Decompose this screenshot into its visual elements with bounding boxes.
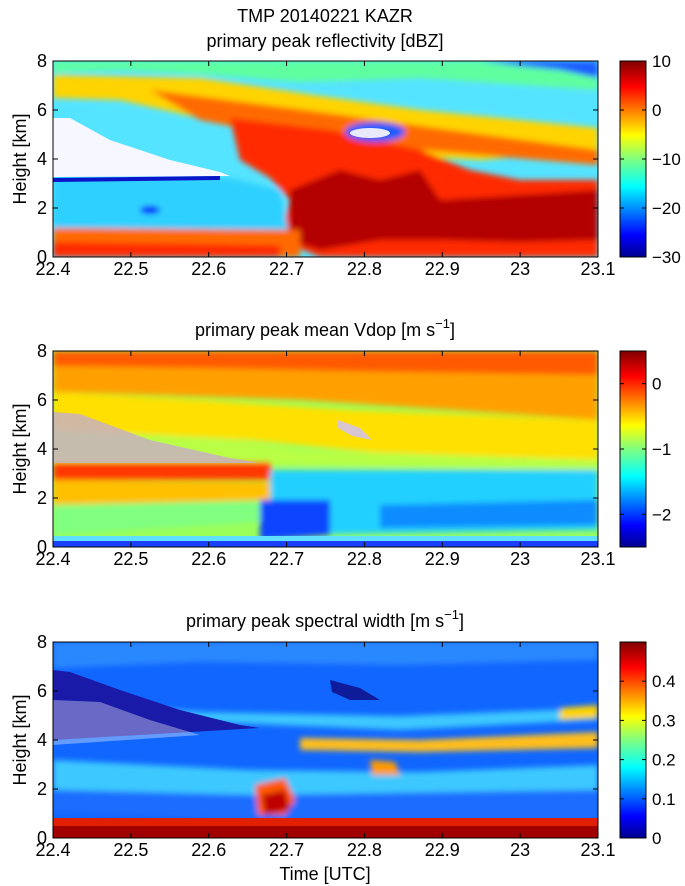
panel1-ylabel: Height [km] [10,113,30,204]
x-tick-label: 23 [510,259,530,279]
panel1-title: primary peak reflectivity [dBZ] [206,31,443,51]
y-tick-label: 0 [37,247,47,267]
colorbar-tick-label: 10 [652,52,671,71]
y-tick-label: 0 [37,828,47,848]
panel1-colorbar: 10 0 −10 −20 −30 [619,52,681,267]
x-tick-label: 22.8 [347,840,382,860]
panel1-y-axis: 0 2 4 6 8 [37,51,598,267]
y-tick-label: 2 [37,779,47,799]
colorbar-tick-label: 0 [652,375,661,394]
y-tick-label: 0 [37,537,47,557]
panel3-xlabel: Time [UTC] [279,864,370,884]
x-tick-label: 22.6 [191,549,226,569]
x-tick-label: 22.4 [35,259,70,279]
panel1-heatmap [53,61,598,257]
x-tick-label: 22.5 [113,840,148,860]
panel-vdop: primary peak mean Vdop [m s−1] 22.4 [10,316,671,569]
panel2-y-axis: 0 2 4 6 8 [37,341,598,557]
y-tick-label: 6 [37,681,47,701]
x-tick-label: 23 [510,549,530,569]
panel-reflectivity: primary peak reflectivity [dBZ] 2 [10,31,681,279]
x-tick-label: 22.7 [269,840,304,860]
panel3-ylabel: Height [km] [10,694,30,785]
y-tick-label: 6 [37,100,47,120]
y-tick-label: 6 [37,390,47,410]
y-tick-label: 4 [37,149,47,169]
colorbar-tick-label: −1 [652,440,671,459]
colorbar-tick-label: 0 [652,829,661,848]
panel1-x-axis: 22.4 22.5 22.6 22.7 22.8 22.9 23 23.1 [35,61,616,279]
x-tick-label: 22.6 [191,840,226,860]
x-tick-label: 22.5 [113,549,148,569]
colorbar-tick-label: −20 [652,199,681,218]
x-tick-label: 22.4 [35,840,70,860]
panel3-title: primary peak spectral width [m s−1] [186,607,464,631]
panel2-title-end: ] [450,320,455,340]
y-tick-label: 2 [37,198,47,218]
y-tick-label: 4 [37,730,47,750]
y-tick-label: 8 [37,51,47,71]
panel3-heatmap [53,642,598,838]
colorbar-tick-label: 0.2 [652,751,676,770]
panel2-title: primary peak mean Vdop [m s−1] [195,316,455,340]
panel1-colorbar-gradient [620,61,646,257]
colorbar-tick-label: 0.1 [652,790,676,809]
panel2-title-superscript: −1 [435,316,450,331]
y-tick-label: 4 [37,439,47,459]
panel3-title-end: ] [459,611,464,631]
y-tick-label: 8 [37,341,47,361]
panel3-x-axis: 22.4 22.5 22.6 22.7 22.8 22.9 23 23.1 [35,642,616,860]
panel-spectral-width: primary peak spectral width [m s−1] 2 [10,607,676,884]
x-tick-label: 22.7 [269,549,304,569]
colorbar-tick-label: 0.3 [652,711,676,730]
x-tick-label: 22.4 [35,549,70,569]
colorbar-tick-label: 0.4 [652,672,676,691]
x-tick-label: 23.1 [580,549,615,569]
x-tick-label: 22.9 [425,259,460,279]
panel2-title-main: primary peak mean Vdop [m s [195,320,435,340]
panel2-colorbar: 0 −1 −2 [619,350,671,548]
x-tick-label: 22.9 [425,549,460,569]
panel2-heatmap [53,351,598,547]
x-tick-label: 23.1 [580,259,615,279]
panel3-y-axis: 0 2 4 6 8 [37,632,598,848]
x-tick-label: 22.8 [347,549,382,569]
panel3-title-main: primary peak spectral width [m s [186,611,444,631]
colorbar-tick-label: −30 [652,248,681,267]
panel2-ylabel: Height [km] [10,403,30,494]
y-tick-label: 8 [37,632,47,652]
x-tick-label: 23.1 [580,840,615,860]
panel2-colorbar-gradient [620,351,646,547]
x-tick-label: 22.7 [269,259,304,279]
y-tick-label: 2 [37,488,47,508]
panel3-title-superscript: −1 [444,607,459,622]
x-tick-label: 22.8 [347,259,382,279]
x-tick-label: 22.9 [425,840,460,860]
panel3-colorbar-gradient [620,642,646,838]
x-tick-label: 22.6 [191,259,226,279]
colorbar-tick-label: −10 [652,150,681,169]
figure-suptitle: TMP 20140221 KAZR [237,6,413,26]
x-tick-label: 22.5 [113,259,148,279]
panel3-colorbar: 0.4 0.3 0.2 0.1 0 [619,641,676,848]
x-tick-label: 23 [510,840,530,860]
colorbar-tick-label: 0 [652,101,661,120]
colorbar-tick-label: −2 [652,505,671,524]
panel2-x-axis: 22.4 22.5 22.6 22.7 22.8 22.9 23 23.1 [35,351,616,569]
